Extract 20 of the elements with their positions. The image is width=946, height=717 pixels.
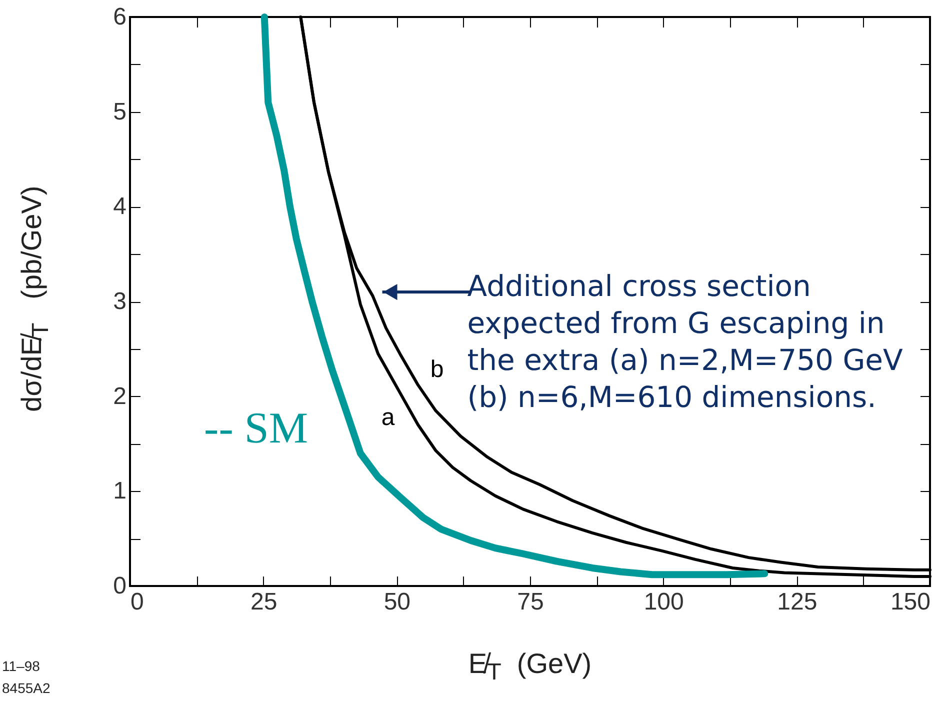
x-tick-label: 150 [890,588,930,616]
series-label: -- SM [204,404,308,453]
x-axis-title: E̸$_{T}$ (GeV) [467,648,593,686]
text: 11–98 [2,658,40,674]
y-tick-label: 2 [113,382,126,410]
y-tick-label: 1 [113,478,126,505]
x-tick-label: 75 [517,588,544,616]
x-tick-label: 125 [777,588,818,616]
series-label: a [381,404,396,431]
x-tick-label: 100 [644,588,684,616]
text: 8455A2 [2,680,50,696]
annotation: Additional cross section expected from G escaping in the extra (a) n=2,M=750 GeV (b) n=6,M=610 dimensions. [467,269,904,414]
series-label: b [430,356,444,383]
x-tick-label: 25 [250,588,278,616]
y-tick-label: 6 [113,4,126,30]
y-tick-label: 3 [113,288,126,315]
x-tick-label: 0 [130,588,144,616]
y-tick-label: 4 [113,193,126,220]
y-tick-label: 5 [113,98,126,126]
x-tick-label: 50 [384,588,411,616]
